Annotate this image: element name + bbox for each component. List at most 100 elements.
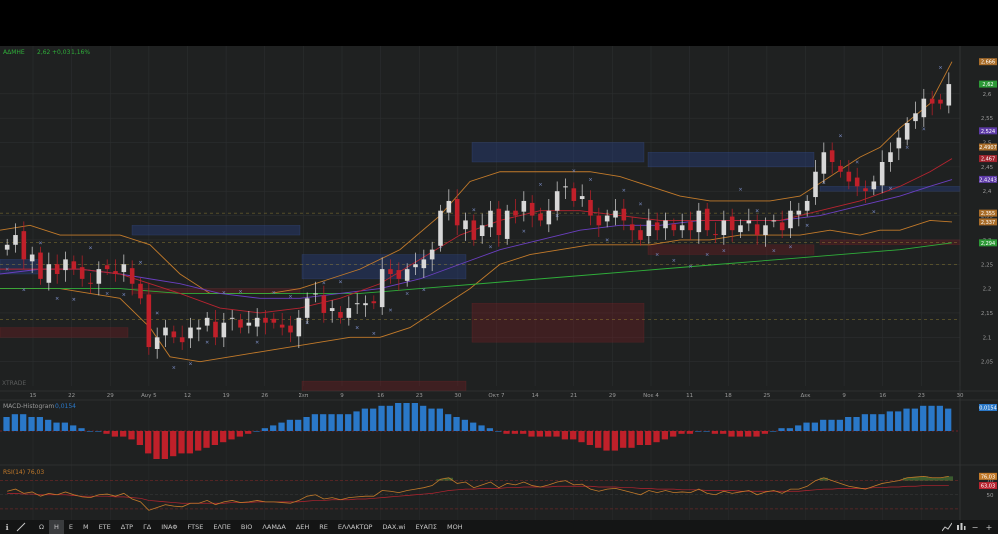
candles (4, 72, 952, 359)
macd-bar (78, 428, 85, 431)
macd-bar (478, 425, 485, 431)
x-tick-label: 23 (416, 393, 423, 399)
rsi-overbought-fill (819, 477, 828, 481)
candle (346, 296, 352, 326)
candle-up (429, 249, 435, 260)
chart-area[interactable]: 2,62,552,52,452,42,352,32,252,22,152,12,… (0, 46, 998, 520)
price-tag: 2,467 (979, 155, 997, 163)
symbol-tab[interactable]: ΕΛΠΕ (213, 523, 231, 531)
symbol-tab[interactable]: ΔΕΗ (295, 523, 310, 531)
macd-bar (795, 425, 802, 431)
price-tag-bg (979, 239, 997, 247)
candle-down (271, 318, 277, 323)
plus-icon[interactable]: + (985, 522, 993, 532)
candle-down (388, 269, 393, 274)
symbol-tab[interactable]: Μ (82, 523, 89, 531)
x-tick-label: Οκτ 7 (488, 393, 505, 399)
psar-point (738, 187, 743, 191)
psar-point (605, 238, 609, 242)
symbol-tab[interactable]: ΜΟΗ (447, 523, 463, 531)
symbol-tab[interactable]: Η (48, 520, 64, 534)
candles-icon[interactable] (954, 520, 968, 534)
symbol-tab[interactable]: RE (319, 523, 328, 531)
psar-point (588, 178, 593, 182)
candle (396, 262, 402, 291)
macd-bar (586, 431, 593, 445)
symbol-tab[interactable]: ΕΥΑΠΣ (415, 523, 437, 531)
psar-point (405, 291, 409, 295)
candle (371, 295, 377, 310)
symbol-tab[interactable]: ΓΔ (143, 523, 152, 531)
x-tick-label: 16 (879, 393, 886, 399)
symbol-tab[interactable]: ΒΙΟ (240, 523, 253, 531)
symbol-last: 2,62 (37, 49, 51, 56)
symbol-tab[interactable]: ΛΑΜΔΑ (262, 523, 286, 531)
macd-bar (361, 408, 368, 431)
candle-down (704, 208, 710, 231)
symbol-tab[interactable]: ΙΝΑΦ (161, 523, 178, 531)
candle-up (613, 210, 618, 218)
psar-point (122, 292, 126, 296)
symbol-tab[interactable]: ΔΤΡ (120, 523, 134, 531)
minus-icon[interactable]: − (971, 522, 979, 532)
ma-green-line (0, 242, 953, 294)
psar-point (722, 249, 726, 253)
macd-bar (636, 431, 643, 445)
candle-up (463, 220, 468, 230)
x-tick-label: 14 (532, 393, 539, 399)
symbol-tab[interactable]: Ω (39, 523, 44, 531)
candle-down (854, 177, 860, 187)
rsi-overbought-fill (928, 477, 937, 481)
watermark: XTRADE (2, 380, 26, 387)
candle-down (671, 224, 677, 231)
candle (496, 200, 502, 247)
macd-bar (645, 431, 652, 445)
macd-bar (628, 431, 635, 448)
candle-up (229, 317, 235, 319)
candle (463, 212, 468, 241)
macd-bar (153, 431, 160, 459)
candle-up (879, 162, 885, 186)
candle (171, 325, 177, 344)
price-tag-label: 2,666 (981, 60, 995, 66)
candle (279, 312, 285, 336)
axis: 2,62,552,52,452,42,352,32,252,22,152,12,… (0, 46, 998, 520)
candle (513, 199, 518, 224)
macd-bar (870, 414, 877, 431)
macd-bar (903, 408, 910, 431)
candle (113, 259, 118, 282)
symbol-tab[interactable]: FTSE (187, 523, 204, 531)
candle-down (688, 221, 693, 231)
candle-down (288, 325, 293, 333)
chart-type-icon[interactable] (940, 520, 954, 534)
macd-bar (536, 431, 543, 437)
candle (521, 191, 527, 222)
info-icon[interactable]: ℹ (5, 522, 9, 532)
chart-svg[interactable]: 2,62,552,52,452,42,352,32,252,22,152,12,… (0, 46, 998, 520)
symbol-tab[interactable]: DAX.wi (382, 523, 406, 531)
psar-point (105, 291, 109, 295)
macd-bar (945, 408, 952, 431)
support-zone-blue (471, 142, 645, 163)
candle (479, 213, 485, 244)
price-tag-bg (979, 80, 997, 88)
candle-down (321, 295, 327, 313)
candle-up (154, 337, 160, 349)
candle-down (529, 202, 535, 216)
candle (879, 150, 885, 194)
macd-bar (845, 417, 852, 431)
candle-down (454, 199, 460, 226)
candle-up (46, 264, 52, 283)
candle-down (729, 216, 735, 231)
candle (896, 129, 902, 161)
symbol-tab[interactable]: ΕΤΕ (98, 523, 111, 531)
candle-down (629, 224, 635, 231)
symbol-tab[interactable]: ΕΛΛΑΚΤΩΡ (337, 523, 373, 531)
draw-line-icon[interactable] (14, 520, 28, 534)
macd-bar (486, 428, 493, 431)
candle (404, 263, 410, 287)
symbol-tab[interactable]: Ε (68, 523, 73, 531)
y-tick-label: 2,4 (983, 189, 992, 195)
x-tick-label: 15 (30, 393, 37, 399)
candle (621, 199, 627, 231)
